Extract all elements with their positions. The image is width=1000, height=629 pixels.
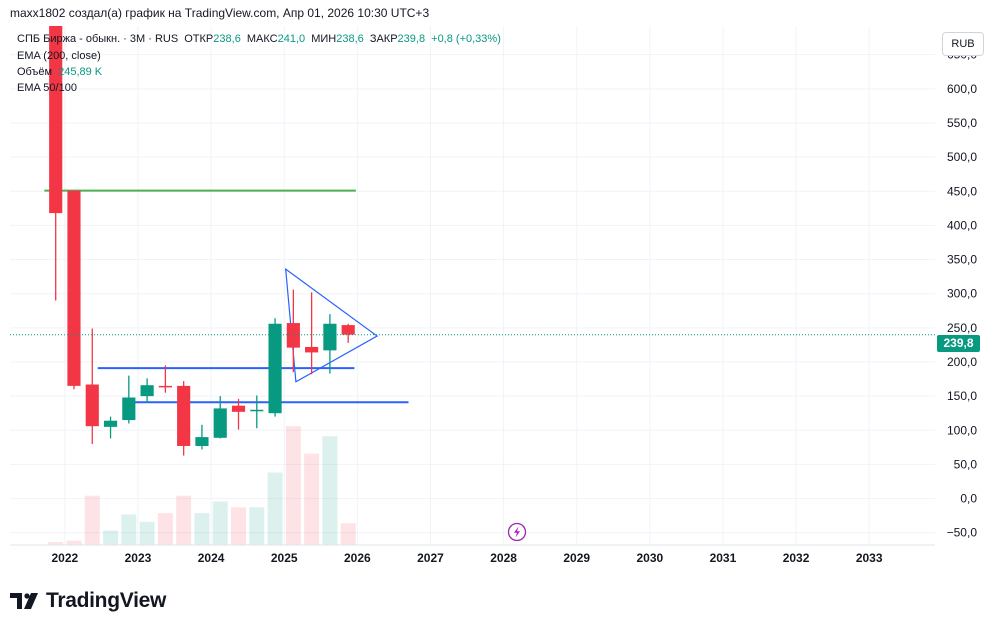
candle-body (250, 409, 264, 412)
candle-body (103, 420, 118, 427)
volume-histogram (48, 426, 356, 545)
tradingview-logo-icon (10, 593, 38, 609)
y-tick-label: 250,0 (947, 321, 977, 335)
volume-bar (84, 495, 100, 545)
volume-label: Объём (17, 66, 53, 78)
open-value: 238,6 (213, 33, 241, 45)
chart-grid (10, 26, 935, 545)
high-label: МАКС (246, 33, 278, 45)
y-tick-label: −50,0 (947, 526, 978, 540)
volume-bar (48, 542, 64, 545)
open-label: ОТКР (184, 33, 214, 45)
low-label: МИН (311, 33, 337, 45)
y-tick-label: 600,0 (947, 82, 977, 96)
candle-body (195, 437, 209, 446)
candle-body (286, 323, 300, 348)
x-tick-label: 2028 (490, 551, 517, 565)
x-tick-label: 2032 (783, 551, 810, 565)
symbol-name[interactable]: СПБ Биржа - обыкн. · 3M · RUS (17, 33, 179, 45)
x-tick-label: 2025 (271, 551, 298, 565)
volume-bar (103, 530, 119, 545)
symbol-legend-row[interactable]: СПБ Биржа - обыкн. · 3M · RUS ОТКР238,6 … (17, 33, 504, 45)
volume-legend[interactable]: Объём 245,89 K (17, 66, 105, 78)
flash-icon[interactable] (507, 522, 527, 542)
x-tick-label: 2029 (563, 551, 590, 565)
volume-bar (176, 495, 192, 545)
volume-bar (267, 472, 283, 545)
currency-button[interactable]: RUB (942, 32, 984, 56)
x-tick-label: 2031 (710, 551, 737, 565)
volume-bar (285, 426, 301, 545)
volume-bar (304, 453, 320, 545)
volume-value: 245,89 K (58, 66, 103, 78)
y-tick-label: 100,0 (947, 423, 977, 437)
tradingview-logo[interactable]: TradingView (10, 589, 166, 613)
volume-bar (212, 501, 228, 545)
volume-bar (322, 436, 338, 545)
y-tick-label: 150,0 (947, 389, 977, 403)
y-tick-label: 0,0 (960, 492, 977, 506)
candle-body (158, 385, 172, 388)
y-tick-label: 550,0 (947, 116, 977, 130)
y-tick-label: 50,0 (954, 457, 978, 471)
y-tick-label: 500,0 (947, 150, 977, 164)
last-price-tag: 239,8 (937, 335, 980, 352)
candle-body (122, 397, 136, 421)
candle-body (305, 346, 319, 353)
candle-body (341, 325, 355, 335)
candle-body (140, 385, 154, 397)
y-tick-label: 300,0 (947, 287, 977, 301)
volume-bar (139, 521, 155, 545)
close-value: 239,8 (397, 33, 426, 45)
volume-bar (194, 513, 210, 545)
x-tick-label: 2023 (125, 551, 152, 565)
candle-body (85, 384, 99, 427)
y-tick-label: 400,0 (947, 218, 977, 232)
y-tick-label: 200,0 (947, 355, 977, 369)
chart-drawings[interactable] (44, 189, 409, 404)
price-axis[interactable]: 650,0600,0550,0500,0450,0400,0350,0300,0… (947, 48, 978, 540)
ema-50-100-legend[interactable]: EMA 50/100 (17, 82, 77, 94)
candlestick-series (49, 26, 355, 456)
volume-bar (66, 540, 82, 545)
candle-body (67, 190, 81, 386)
x-tick-label: 2022 (51, 551, 78, 565)
close-label: ЗАКР (369, 33, 398, 45)
candle-body (323, 323, 337, 351)
ema200-legend[interactable]: EMA (200, close) (17, 50, 101, 62)
low-value: 238,6 (336, 33, 364, 45)
volume-bar (121, 514, 137, 545)
publisher-line: maxx1802 создал(а) график на TradingView… (10, 6, 430, 20)
candle-body (231, 405, 246, 412)
x-tick-label: 2026 (344, 551, 371, 565)
y-tick-label: 450,0 (947, 184, 977, 198)
tradingview-brand: TradingView (46, 589, 167, 612)
change-value: +0,8 (+0,33%) (431, 33, 501, 45)
candle-body (177, 385, 191, 446)
candle-body (268, 323, 282, 414)
x-tick-label: 2027 (417, 551, 444, 565)
time-axis[interactable]: 2022 2023 2024 2025 2026 2027 2028 2029 2030 2031… (10, 544, 935, 565)
high-value: 241,0 (277, 33, 306, 45)
x-tick-label: 2030 (636, 551, 663, 565)
volume-bar (340, 523, 356, 545)
y-tick-label: 350,0 (947, 253, 977, 267)
x-tick-label: 2033 (856, 551, 883, 565)
volume-bar (231, 507, 247, 545)
volume-bar (249, 507, 265, 545)
x-tick-label: 2024 (198, 551, 225, 565)
candle-body (49, 26, 63, 214)
candle-body (213, 408, 227, 438)
volume-bar (157, 513, 173, 545)
